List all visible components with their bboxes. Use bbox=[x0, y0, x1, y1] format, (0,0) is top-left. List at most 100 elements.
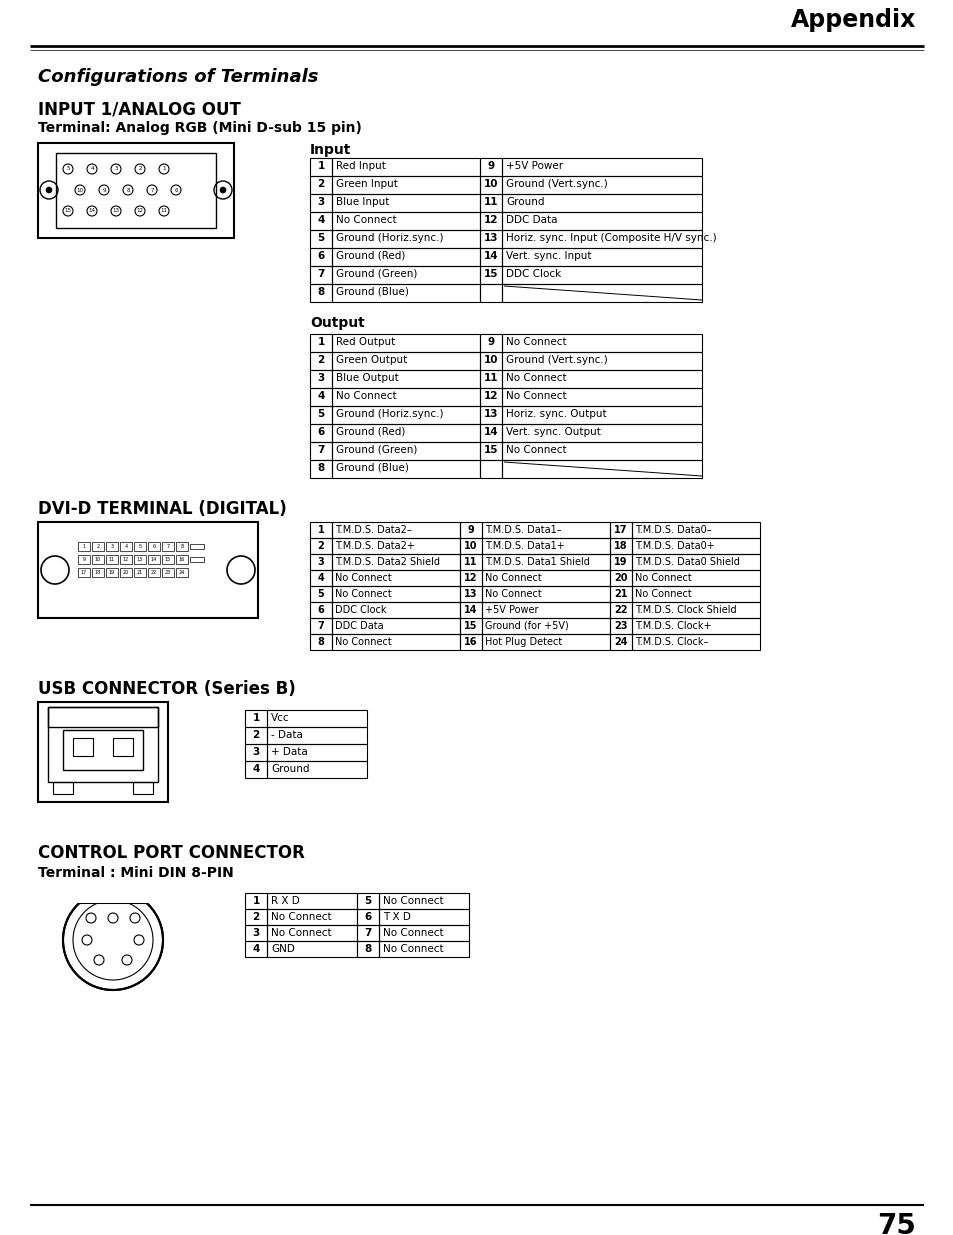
Text: 8: 8 bbox=[126, 188, 130, 193]
Bar bbox=[332, 522, 459, 538]
Bar bbox=[459, 571, 481, 585]
Text: 15: 15 bbox=[483, 445, 497, 454]
Text: 14: 14 bbox=[151, 557, 157, 562]
Text: No Connect: No Connect bbox=[335, 573, 392, 583]
Text: 7: 7 bbox=[364, 927, 372, 939]
Text: 8: 8 bbox=[317, 637, 324, 647]
Text: USB CONNECTOR (Series B): USB CONNECTOR (Series B) bbox=[38, 680, 295, 698]
Text: 2: 2 bbox=[317, 541, 324, 551]
Text: T.M.D.S. Data2 Shield: T.M.D.S. Data2 Shield bbox=[335, 557, 439, 567]
Bar bbox=[332, 601, 459, 618]
Text: T.M.D.S. Clock Shield: T.M.D.S. Clock Shield bbox=[635, 605, 736, 615]
Bar bbox=[631, 538, 760, 555]
Text: Ground (for +5V): Ground (for +5V) bbox=[484, 621, 568, 631]
Text: + Data: + Data bbox=[271, 747, 308, 757]
Text: 11: 11 bbox=[160, 209, 168, 214]
Bar bbox=[148, 555, 160, 564]
Text: 1: 1 bbox=[162, 167, 166, 172]
Bar bbox=[356, 925, 378, 941]
Text: 7: 7 bbox=[150, 188, 153, 193]
Bar bbox=[190, 543, 204, 550]
Polygon shape bbox=[63, 883, 163, 903]
Bar bbox=[459, 555, 481, 571]
Bar bbox=[501, 352, 701, 370]
Bar bbox=[378, 941, 469, 957]
Bar bbox=[133, 542, 146, 551]
Text: 21: 21 bbox=[136, 571, 143, 576]
Text: No Connect: No Connect bbox=[335, 637, 392, 647]
Text: 8: 8 bbox=[180, 543, 183, 550]
Text: No Connect: No Connect bbox=[505, 373, 566, 383]
Text: 19: 19 bbox=[614, 557, 627, 567]
Bar bbox=[332, 212, 479, 230]
Text: Input: Input bbox=[310, 143, 351, 157]
Text: Vcc: Vcc bbox=[271, 713, 290, 722]
Text: T X D: T X D bbox=[382, 911, 411, 923]
Text: 7: 7 bbox=[317, 621, 324, 631]
Text: 21: 21 bbox=[614, 589, 627, 599]
Text: 23: 23 bbox=[165, 571, 171, 576]
Bar bbox=[133, 568, 146, 577]
Bar bbox=[267, 727, 367, 743]
Text: 20: 20 bbox=[123, 571, 129, 576]
Bar bbox=[501, 266, 701, 284]
Text: No Connect: No Connect bbox=[505, 337, 566, 347]
Text: No Connect: No Connect bbox=[335, 215, 396, 225]
Bar bbox=[332, 634, 459, 650]
Bar bbox=[332, 333, 479, 352]
Bar bbox=[310, 370, 332, 388]
Text: 2: 2 bbox=[253, 911, 259, 923]
Text: 23: 23 bbox=[614, 621, 627, 631]
Bar bbox=[479, 177, 501, 194]
Text: 10: 10 bbox=[483, 179, 497, 189]
Bar bbox=[631, 522, 760, 538]
Bar bbox=[479, 212, 501, 230]
Text: +5V Power: +5V Power bbox=[484, 605, 537, 615]
Text: T.M.D.S. Data2+: T.M.D.S. Data2+ bbox=[335, 541, 415, 551]
Text: No Connect: No Connect bbox=[635, 573, 691, 583]
Bar bbox=[481, 571, 609, 585]
Bar bbox=[332, 388, 479, 406]
Bar bbox=[310, 212, 332, 230]
Bar bbox=[53, 782, 73, 794]
Bar bbox=[175, 542, 188, 551]
Bar bbox=[631, 571, 760, 585]
Bar bbox=[120, 542, 132, 551]
Bar bbox=[310, 459, 332, 478]
Text: 3: 3 bbox=[253, 747, 259, 757]
Text: 9: 9 bbox=[487, 337, 494, 347]
Bar bbox=[310, 634, 332, 650]
Bar bbox=[267, 909, 356, 925]
Bar bbox=[459, 618, 481, 634]
Text: 20: 20 bbox=[614, 573, 627, 583]
Text: Appendix: Appendix bbox=[790, 7, 915, 32]
Bar bbox=[245, 893, 267, 909]
Text: 24: 24 bbox=[614, 637, 627, 647]
Text: 14: 14 bbox=[483, 427, 497, 437]
Text: 14: 14 bbox=[89, 209, 95, 214]
Text: 14: 14 bbox=[483, 251, 497, 261]
Text: 2: 2 bbox=[317, 354, 324, 366]
Bar bbox=[501, 406, 701, 424]
Bar bbox=[332, 406, 479, 424]
Bar bbox=[310, 230, 332, 248]
Text: 2: 2 bbox=[96, 543, 99, 550]
Bar bbox=[332, 585, 459, 601]
Bar bbox=[78, 555, 90, 564]
Bar bbox=[378, 909, 469, 925]
Bar bbox=[609, 538, 631, 555]
Bar bbox=[479, 352, 501, 370]
Text: 15: 15 bbox=[464, 621, 477, 631]
Text: T.M.D.S. Data0 Shield: T.M.D.S. Data0 Shield bbox=[635, 557, 740, 567]
Text: T.M.D.S. Clock+: T.M.D.S. Clock+ bbox=[635, 621, 711, 631]
Text: 4: 4 bbox=[317, 391, 324, 401]
Bar bbox=[332, 177, 479, 194]
Text: 4: 4 bbox=[252, 764, 259, 774]
Bar bbox=[310, 618, 332, 634]
Bar bbox=[459, 522, 481, 538]
Bar bbox=[332, 459, 479, 478]
Text: T.M.D.S. Data2–: T.M.D.S. Data2– bbox=[335, 525, 412, 535]
Bar bbox=[631, 618, 760, 634]
Text: No Connect: No Connect bbox=[635, 589, 691, 599]
Bar bbox=[609, 571, 631, 585]
